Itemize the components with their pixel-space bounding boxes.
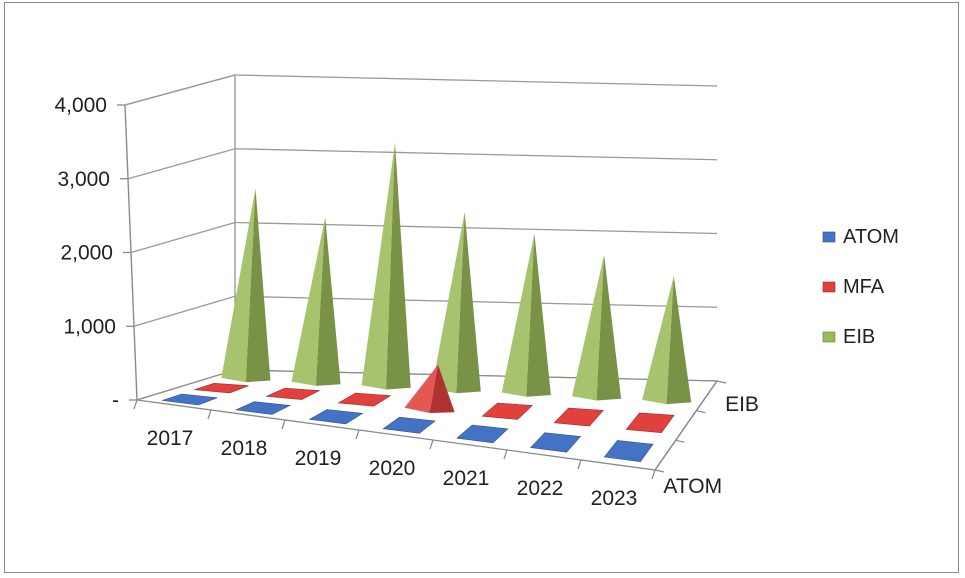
data-mark-mfa-2018 <box>265 387 321 400</box>
cone-face-left <box>221 188 256 383</box>
x-tick-label: 2020 <box>369 457 416 480</box>
depth-tick-mark-1 <box>675 439 685 443</box>
x-tick-mark-1 <box>207 409 212 420</box>
data-mark-eib-2020 <box>431 212 481 394</box>
gridlines <box>117 74 718 401</box>
data-mark-atom-2018 <box>234 401 291 415</box>
cone-face-right <box>666 276 692 405</box>
legend: ATOM MFA EIB <box>822 226 899 348</box>
cone-face-right <box>316 217 341 386</box>
gridline-back-2 <box>234 221 718 235</box>
depth-tick-mark-3 <box>716 380 727 384</box>
x-tick-mark-3 <box>355 429 360 440</box>
data-mark-atom-2021 <box>456 424 509 444</box>
cone-face-right <box>456 212 481 394</box>
legend-label-atom: ATOM <box>843 226 899 248</box>
gridline-left-2 <box>130 221 236 254</box>
data-mark-eib-2019 <box>361 142 411 390</box>
legend-swatch-atom <box>822 231 836 243</box>
x-axis-ticks: 2017 2018 2019 2020 2021 2022 2023 <box>147 427 638 510</box>
data-mark-atom-2020 <box>382 416 436 434</box>
y-tick-label: 3,000 <box>57 168 110 191</box>
x-tick-label: 2022 <box>517 477 564 500</box>
depth-tick-label: ATOM <box>663 475 722 498</box>
data-mark-mfa-2019 <box>337 392 392 407</box>
depth-axis-ticks: EIB ATOM <box>663 393 759 498</box>
data-mark-eib-2021 <box>501 233 551 397</box>
data-mark-atom-2017 <box>162 393 218 406</box>
x-tick-mark-7 <box>651 469 656 480</box>
cone-face-right <box>429 364 455 413</box>
y-axis-ticks: - 1,000 2,000 3,000 4,000 <box>54 94 119 412</box>
data-mark-eib-2017 <box>221 188 271 383</box>
data-mark-mfa-2020 <box>404 364 455 413</box>
legend-swatch-mfa <box>822 281 836 293</box>
cone-face-right <box>526 233 551 397</box>
depth-tick-mark-2 <box>696 410 706 414</box>
data-mark-eib-2023 <box>642 276 692 405</box>
data-mark-mfa-2022 <box>553 407 604 427</box>
data-marks <box>162 142 692 463</box>
data-mark-eib-2018 <box>291 217 341 386</box>
cone-face-left <box>642 276 674 405</box>
legend-label-mfa: MFA <box>843 276 885 298</box>
cone-face-right <box>596 254 622 401</box>
gridline-left-1 <box>133 295 236 327</box>
gridline-back-4 <box>234 74 718 87</box>
legend-swatch-eib <box>822 331 836 343</box>
x-tick-mark-2 <box>281 419 286 430</box>
cone-face-left <box>404 364 438 413</box>
gridline-left-4 <box>124 74 236 106</box>
gridline-back-3 <box>234 148 718 161</box>
x-tick-label: 2019 <box>295 447 342 470</box>
x-tick-mark-6 <box>577 459 582 470</box>
cone-face-left <box>431 212 465 394</box>
cone-face-right <box>386 142 411 390</box>
x-tick-mark-0 <box>133 399 138 410</box>
x-tick-label: 2021 <box>443 467 490 490</box>
cone-face-left <box>291 217 326 386</box>
y-tick-label: 2,000 <box>60 242 113 265</box>
cone-face-left <box>501 233 535 397</box>
chart-walls <box>124 74 236 401</box>
chart-frame <box>4 2 959 573</box>
data-mark-mfa-2023 <box>625 412 675 434</box>
data-mark-atom-2023 <box>603 440 654 463</box>
data-mark-atom-2019 <box>308 409 364 425</box>
gridline-left-3 <box>127 148 236 180</box>
depth-axis-line <box>654 380 718 471</box>
cone-face-left <box>572 254 605 401</box>
data-mark-mfa-2021 <box>481 402 533 420</box>
data-mark-atom-2022 <box>529 432 582 453</box>
depth-tick-label: EIB <box>725 393 759 416</box>
cone-face-left <box>361 142 395 390</box>
data-mark-eib-2022 <box>572 254 622 401</box>
depth-tick-mark-0 <box>654 469 665 473</box>
cone-face-right <box>245 188 271 383</box>
x-tick-label: 2023 <box>591 487 638 510</box>
y-tick-label: 4,000 <box>54 94 107 117</box>
data-mark-mfa-2017 <box>194 382 249 394</box>
x-tick-mark-4 <box>429 439 434 450</box>
x-tick-label: 2017 <box>147 427 194 450</box>
y-tick-label: - <box>112 389 119 412</box>
x-tick-label: 2018 <box>221 437 268 460</box>
legend-label-eib: EIB <box>843 326 875 348</box>
y-tick-label: 1,000 <box>63 315 116 338</box>
x-tick-mark-5 <box>503 449 508 460</box>
